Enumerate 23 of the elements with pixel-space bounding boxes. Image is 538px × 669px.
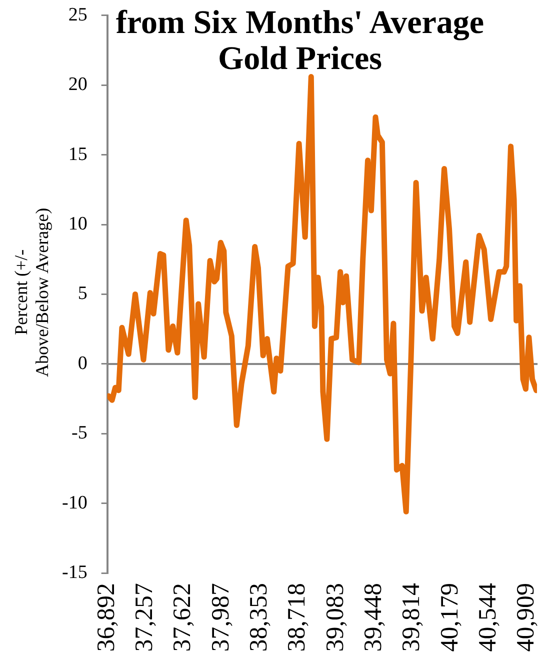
y-axis-title: Percent (+/- Above/Below Average) (11, 206, 53, 380)
x-tick-label: 40,544 (474, 582, 502, 652)
x-tick-label: 37,257 (131, 583, 158, 652)
y-tick-label: 5 (78, 283, 88, 304)
x-tick-label: 40,179 (436, 583, 464, 652)
x-tick-label: 39,814 (398, 582, 426, 652)
y-tick-label: 20 (68, 74, 88, 96)
x-tick-label: 38,353 (246, 583, 273, 652)
y-tick-label: -15 (62, 562, 88, 583)
chart-title: from Six Months' Average Gold Prices (114, 5, 486, 77)
y-tick-label: 15 (68, 144, 88, 165)
x-tick-label: 39,083 (322, 583, 349, 652)
x-tick-label: 37,987 (207, 583, 234, 652)
x-tick-label: 37,622 (169, 583, 196, 652)
x-tick-label: 38,718 (284, 583, 311, 652)
y-tick-label: 10 (68, 213, 88, 234)
y-tick-label: -10 (62, 492, 88, 514)
y-tick-label: 0 (78, 352, 88, 374)
x-tick-label: 40,909 (512, 583, 538, 652)
y-tick-label: 25 (68, 4, 88, 26)
y-tick-label: -5 (72, 422, 88, 444)
x-tick-label: 36,892 (92, 583, 120, 652)
x-tick-label: 39,448 (360, 583, 387, 652)
